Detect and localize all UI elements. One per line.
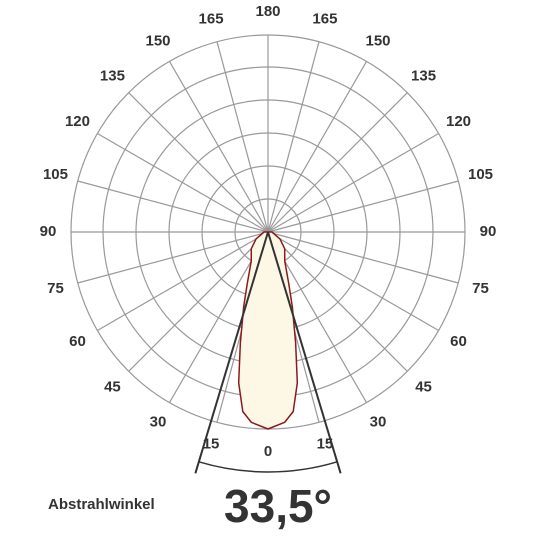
angle-label: 150: [365, 32, 390, 49]
spoke: [97, 132, 269, 233]
beam-line: [267, 231, 342, 474]
spoke: [77, 231, 269, 284]
angle-label: 60: [69, 333, 86, 350]
angle-label: 150: [145, 32, 170, 49]
angle-label: 30: [150, 413, 167, 430]
angle-label: 165: [312, 10, 337, 27]
angle-label: 120: [65, 113, 90, 130]
spoke: [216, 41, 269, 233]
angle-label: 15: [317, 435, 334, 452]
angle-label: 135: [100, 67, 125, 84]
angle-label: 15: [203, 435, 220, 452]
spoke: [267, 92, 408, 233]
angle-label: 120: [446, 113, 471, 130]
angle-label: 105: [468, 166, 493, 183]
beam-line: [194, 231, 269, 474]
spoke: [128, 92, 269, 233]
angle-label: 105: [43, 166, 68, 183]
angle-label: 45: [415, 379, 432, 396]
angle-label: 180: [255, 3, 280, 20]
spoke: [128, 231, 269, 372]
beam-arc: [198, 461, 338, 473]
lobe-group: [237, 231, 299, 430]
spoke: [267, 41, 320, 233]
angle-label: 45: [104, 379, 121, 396]
beam-tick: [196, 453, 202, 468]
spoke: [97, 231, 269, 332]
spoke: [267, 231, 408, 372]
angle-label: 90: [480, 223, 497, 240]
beam-tick: [334, 453, 340, 468]
labels: 0 15 15 30 30 45 45 60 60 75 75 90 90 105 105 120 120 135…: [40, 3, 497, 460]
intensity-curve: [237, 231, 299, 430]
spoke: [267, 180, 459, 233]
beam-angle: 33,5°: [224, 480, 332, 532]
angle-label: 75: [472, 280, 489, 297]
beam-group: [194, 231, 342, 474]
spoke: [267, 61, 368, 233]
spoke: [267, 231, 439, 332]
spoke: [168, 61, 269, 233]
angle-label: 90: [40, 223, 57, 240]
angle-label: 75: [47, 280, 64, 297]
spoke: [267, 231, 459, 284]
angle-label: 135: [411, 67, 436, 84]
angle-label: 0: [264, 443, 272, 460]
angle-label: 165: [199, 10, 224, 27]
angle-label: 60: [450, 333, 467, 350]
angle-label: 30: [370, 413, 387, 430]
spoke: [267, 132, 439, 233]
beam-label: Abstrahlwinkel: [48, 496, 155, 513]
spoke: [77, 180, 269, 233]
